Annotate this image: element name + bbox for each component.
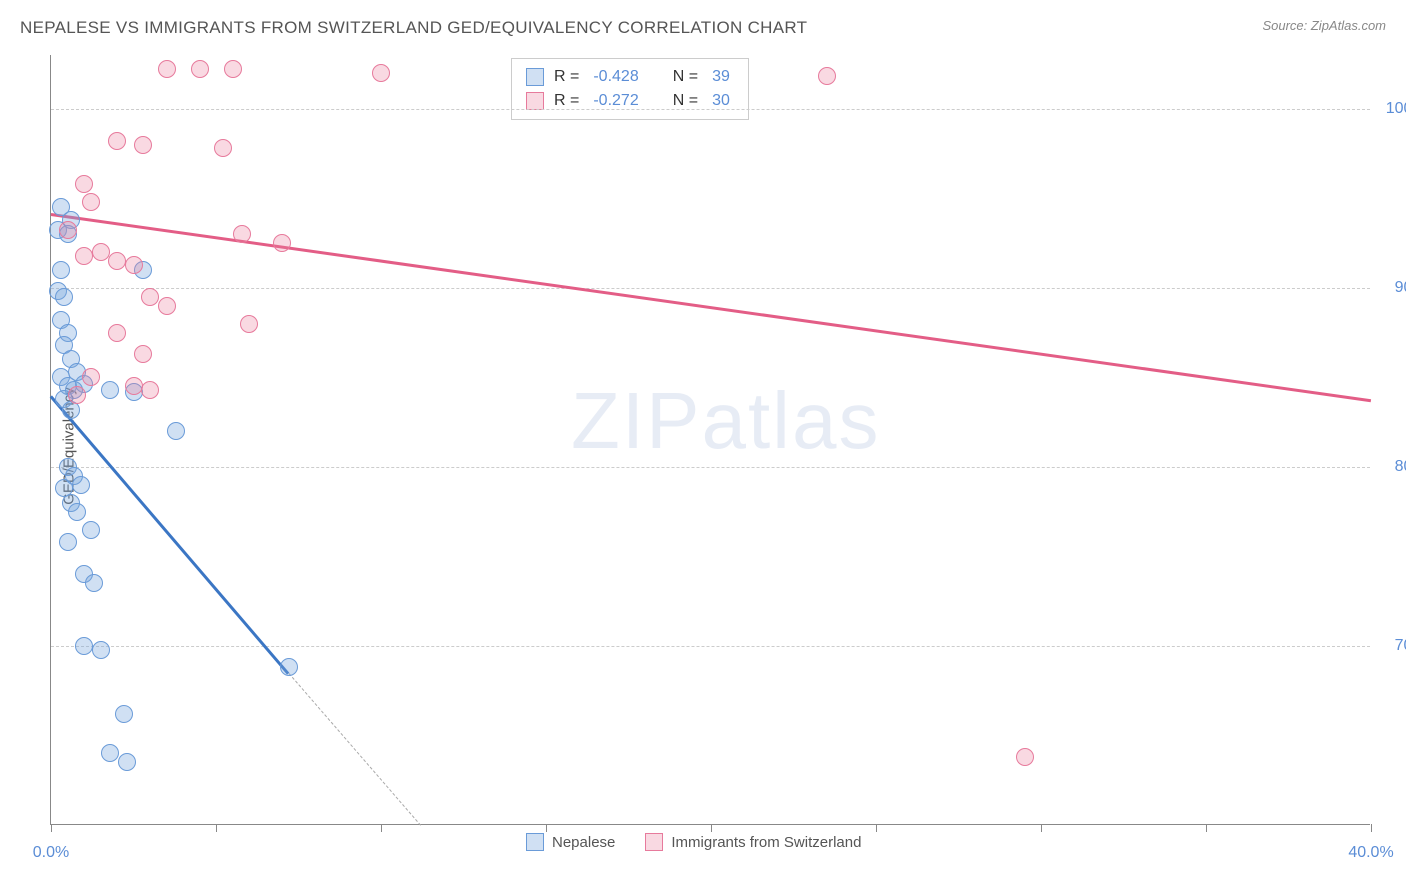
- legend-label-2: Immigrants from Switzerland: [671, 834, 861, 851]
- data-point: [101, 381, 119, 399]
- x-tick-label: 40.0%: [1348, 844, 1393, 862]
- data-point: [141, 288, 159, 306]
- data-point: [68, 386, 86, 404]
- stats-row-series-1: R = -0.428 N = 39: [526, 65, 734, 89]
- data-point: [75, 247, 93, 265]
- data-point: [108, 324, 126, 342]
- data-point: [75, 175, 93, 193]
- regression-line: [288, 673, 421, 826]
- x-tick: [381, 824, 382, 832]
- data-point: [167, 422, 185, 440]
- data-point: [158, 60, 176, 78]
- data-point: [85, 574, 103, 592]
- data-point: [1016, 748, 1034, 766]
- data-point: [118, 753, 136, 771]
- series-legend: Nepalese Immigrants from Switzerland: [526, 833, 861, 851]
- data-point: [115, 705, 133, 723]
- x-tick-minor: [1041, 824, 1042, 832]
- data-point: [224, 60, 242, 78]
- x-tick-minor: [1206, 824, 1207, 832]
- data-point: [52, 261, 70, 279]
- data-point: [214, 139, 232, 157]
- gridline-h: [51, 646, 1370, 647]
- x-tick-minor: [711, 824, 712, 832]
- data-point: [158, 297, 176, 315]
- x-tick: [51, 824, 52, 832]
- gridline-h: [51, 288, 1370, 289]
- x-tick: [1371, 824, 1372, 832]
- watermark: ZIPatlas: [571, 375, 880, 467]
- stats-legend: R = -0.428 N = 39 R = -0.272 N = 30: [511, 58, 749, 120]
- x-tick-minor: [216, 824, 217, 832]
- data-point: [818, 67, 836, 85]
- data-point: [280, 658, 298, 676]
- y-tick-label: 80.0%: [1380, 458, 1406, 476]
- data-point: [92, 243, 110, 261]
- data-point: [59, 533, 77, 551]
- swatch-series-2: [526, 92, 544, 110]
- scatter-plot: ZIPatlas R = -0.428 N = 39 R = -0.272 N …: [50, 55, 1370, 825]
- data-point: [82, 368, 100, 386]
- data-point: [108, 132, 126, 150]
- swatch-series-1: [526, 68, 544, 86]
- data-point: [233, 225, 251, 243]
- data-point: [108, 252, 126, 270]
- gridline-h: [51, 467, 1370, 468]
- data-point: [72, 476, 90, 494]
- swatch-series-2: [645, 833, 663, 851]
- y-tick-label: 70.0%: [1380, 637, 1406, 655]
- legend-item-1: Nepalese: [526, 833, 615, 851]
- regression-line: [51, 213, 1371, 402]
- data-point: [92, 641, 110, 659]
- data-point: [125, 256, 143, 274]
- data-point: [82, 193, 100, 211]
- n-value-1: 39: [712, 65, 730, 89]
- x-tick-minor: [546, 824, 547, 832]
- chart-title: NEPALESE VS IMMIGRANTS FROM SWITZERLAND …: [20, 18, 807, 38]
- legend-item-2: Immigrants from Switzerland: [645, 833, 861, 851]
- y-tick-label: 90.0%: [1380, 279, 1406, 297]
- data-point: [82, 521, 100, 539]
- data-point: [372, 64, 390, 82]
- data-point: [68, 503, 86, 521]
- data-point: [59, 221, 77, 239]
- title-bar: NEPALESE VS IMMIGRANTS FROM SWITZERLAND …: [20, 18, 1386, 38]
- data-point: [101, 744, 119, 762]
- data-point: [141, 381, 159, 399]
- data-point: [134, 345, 152, 363]
- x-tick-label: 0.0%: [33, 844, 69, 862]
- swatch-series-1: [526, 833, 544, 851]
- legend-label-1: Nepalese: [552, 834, 615, 851]
- data-point: [240, 315, 258, 333]
- data-point: [134, 136, 152, 154]
- data-point: [273, 234, 291, 252]
- source-attribution: Source: ZipAtlas.com: [1262, 18, 1386, 33]
- data-point: [125, 377, 143, 395]
- r-value-1: -0.428: [593, 65, 638, 89]
- gridline-h: [51, 109, 1370, 110]
- x-tick-minor: [876, 824, 877, 832]
- data-point: [191, 60, 209, 78]
- data-point: [75, 637, 93, 655]
- data-point: [55, 288, 73, 306]
- y-tick-label: 100.0%: [1380, 100, 1406, 118]
